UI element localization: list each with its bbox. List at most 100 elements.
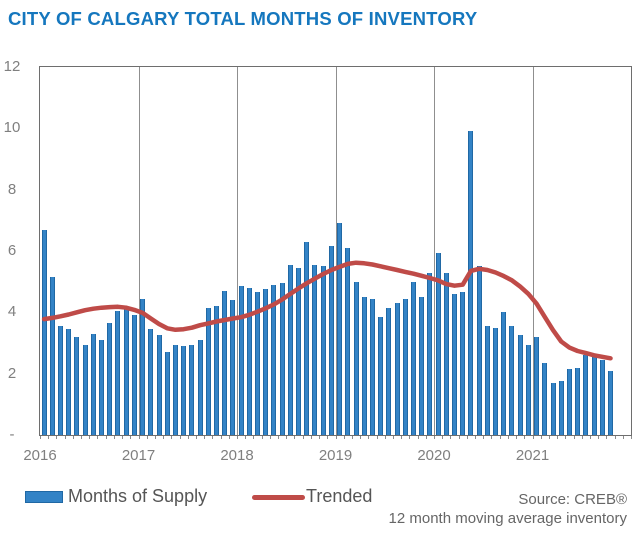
x-axis-label-2016: 2016: [23, 447, 57, 464]
month-tick: [442, 436, 444, 439]
bar-2017-02: [148, 329, 154, 435]
bar-2017-06: [181, 346, 187, 435]
bar-2017-12: [230, 300, 236, 435]
month-tick: [434, 436, 435, 439]
x-axis-label-2019: 2019: [318, 447, 353, 464]
legend-line-swatch: [252, 495, 305, 500]
month-tick: [310, 436, 312, 439]
month-tick: [220, 436, 222, 439]
bar-2018-06: [279, 283, 285, 435]
bar-2021-08: [591, 356, 597, 435]
x-axis-label-2021: 2021: [515, 447, 550, 464]
month-tick: [516, 436, 518, 439]
y-axis-label-8: 8: [7, 180, 17, 198]
month-tick: [286, 436, 288, 439]
year-gridline-2020: [434, 67, 435, 435]
month-tick: [524, 436, 526, 439]
bar-2019-06: [378, 316, 384, 435]
month-tick: [302, 436, 304, 439]
month-tick: [212, 436, 214, 439]
month-tick: [573, 436, 575, 439]
bar-2019-09: [402, 298, 408, 435]
month-tick: [64, 436, 66, 439]
bar-2020-11: [517, 335, 523, 435]
plot-area: [39, 66, 632, 436]
month-tick: [187, 436, 189, 439]
bar-2016-03: [58, 326, 64, 435]
month-tick: [261, 436, 263, 439]
month-tick: [171, 436, 173, 439]
month-tick: [343, 436, 345, 439]
bar-2021-10: [607, 370, 613, 435]
y-axis-label-12: 12: [3, 58, 21, 75]
month-tick: [458, 436, 460, 439]
x-axis-label-2017: 2017: [121, 447, 156, 464]
bar-2018-05: [271, 284, 277, 435]
year-gridline-2019: [335, 67, 337, 435]
month-tick: [245, 436, 247, 439]
month-tick: [48, 436, 50, 439]
month-tick: [622, 436, 624, 439]
month-tick: [113, 436, 115, 439]
y-axis-label-2: 2: [7, 364, 17, 382]
bar-2021-06: [575, 367, 581, 435]
bar-2019-04: [361, 297, 367, 435]
month-tick: [409, 436, 411, 439]
month-tick: [466, 436, 468, 439]
month-tick: [146, 436, 148, 439]
month-tick: [204, 436, 206, 439]
month-tick: [179, 436, 181, 439]
y-axis-label-10: 10: [3, 119, 21, 137]
month-tick: [237, 436, 238, 439]
bar-2016-12: [131, 315, 137, 435]
bar-2017-04: [164, 352, 170, 435]
month-tick: [81, 436, 83, 439]
bar-2018-04: [263, 289, 269, 435]
month-tick: [483, 436, 485, 439]
bar-2020-09: [501, 312, 507, 435]
bar-2017-10: [213, 306, 219, 435]
month-tick: [122, 436, 124, 439]
month-tick: [548, 436, 550, 439]
y-axis-label-6: 6: [7, 242, 17, 259]
bar-2019-07: [386, 307, 392, 435]
bar-2020-03: [452, 293, 458, 435]
bar-2018-08: [296, 267, 302, 435]
bar-2019-12: [427, 272, 433, 435]
bar-2017-03: [156, 335, 162, 435]
bar-2020-07: [484, 326, 490, 435]
bar-2019-01: [337, 223, 343, 435]
bar-2020-04: [460, 292, 466, 435]
month-tick: [606, 436, 608, 439]
month-tick: [138, 436, 140, 439]
month-tick: [384, 436, 386, 439]
month-tick: [253, 436, 255, 439]
month-tick: [376, 436, 378, 439]
month-tick: [294, 436, 296, 439]
bar-2020-05: [468, 131, 474, 435]
month-tick: [228, 436, 230, 439]
month-tick: [97, 436, 99, 439]
legend-label-months-of-supply: Months of Supply: [68, 486, 208, 506]
bar-2019-08: [394, 303, 400, 435]
month-tick: [589, 436, 591, 439]
year-gridline-2021: [532, 67, 534, 435]
month-tick: [491, 436, 493, 439]
source-line-2: 12 month moving average inventory: [388, 510, 627, 527]
month-tick: [105, 436, 107, 439]
month-tick: [269, 436, 271, 439]
legend-label-trended: Trended: [306, 486, 373, 506]
month-tick: [163, 436, 165, 439]
month-tick: [327, 436, 329, 439]
chart-title: CITY OF CALGARY TOTAL MONTHS OF INVENTOR…: [8, 8, 478, 29]
bar-2019-10: [410, 281, 416, 435]
x-axis-label-2018: 2018: [220, 447, 254, 464]
month-tick: [195, 436, 197, 439]
month-tick: [89, 436, 91, 439]
year-gridline-2018: [237, 67, 238, 435]
bar-2016-01: [41, 229, 47, 435]
bar-2017-07: [189, 344, 195, 435]
month-tick: [475, 436, 477, 439]
